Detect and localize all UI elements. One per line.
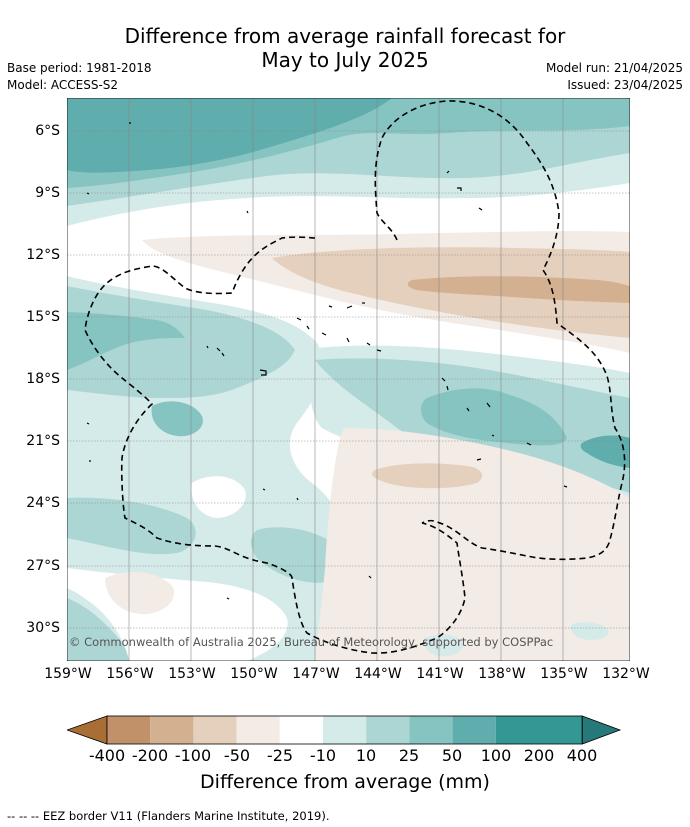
base-period: Base period: 1981-2018 <box>7 61 152 75</box>
colorbar-label: -400 <box>88 746 126 765</box>
colorbar-swatch-last <box>539 716 583 744</box>
lon-label: 156°W <box>106 666 154 682</box>
eez-footnote: -- -- -- EEZ border V11 (Flanders Marine… <box>7 809 330 823</box>
rainfall-map-svg: © Commonwealth of Australia 2025, Bureau… <box>67 98 630 661</box>
colorbar-swatch <box>409 716 453 744</box>
map-title-line1: Difference from average rainfall forecas… <box>124 24 566 48</box>
lat-label: 9°S <box>35 185 60 201</box>
lat-label: 18°S <box>26 371 60 387</box>
wet-100-region-north <box>67 98 392 173</box>
eez-border-east <box>374 100 626 561</box>
colorbar-label: -10 <box>309 746 337 765</box>
dry-100-region <box>407 276 630 303</box>
wet-25-region-west <box>67 286 295 398</box>
lon-label: 135°W <box>540 666 588 682</box>
dry-25-blob-southwest <box>105 571 175 615</box>
colorbar-svg <box>65 715 622 745</box>
lat-label: 12°S <box>26 247 60 263</box>
model-run: Model run: 21/04/2025 <box>545 61 683 75</box>
map-title-line2: May to July 2025 <box>261 48 429 72</box>
lat-label: 24°S <box>26 495 60 511</box>
colorbar-frame <box>106 715 583 745</box>
colorbar-label: -25 <box>266 746 294 765</box>
wet-100-blob-east <box>580 435 630 468</box>
colorbar-label: 50 <box>441 746 463 765</box>
dry-50-blob-southeast <box>372 463 483 489</box>
wet-50-region-east <box>421 388 567 446</box>
colorbar-label: 25 <box>398 746 420 765</box>
lon-label: 144°W <box>354 666 402 682</box>
islands <box>86 122 568 600</box>
map-gridlines <box>67 98 630 661</box>
colorbar-label: 10 <box>355 746 377 765</box>
lat-label: 21°S <box>26 433 60 449</box>
lat-label: 6°S <box>35 123 60 139</box>
colorbar-swatch <box>366 716 410 744</box>
rainfall-map: © Commonwealth of Australia 2025, Bureau… <box>67 98 630 661</box>
model-name: Model: ACCESS-S2 <box>7 78 119 92</box>
wet-50-region-west <box>67 312 185 370</box>
lon-label: 141°W <box>416 666 464 682</box>
colorbar-swatch <box>107 716 151 744</box>
wet-25-region-southwest <box>67 497 196 555</box>
issued-date: Issued: 23/04/2025 <box>567 78 683 92</box>
colorbar-label: 200 <box>523 746 555 765</box>
colorbar-label: -200 <box>131 746 169 765</box>
colorbar-swatch <box>452 716 496 744</box>
colorbar-title: Difference from average (mm) <box>200 771 490 793</box>
lat-label: 30°S <box>26 620 60 636</box>
lon-label: 159°W <box>44 666 92 682</box>
colorbar-swatch <box>495 716 539 744</box>
lat-label: 15°S <box>26 309 60 325</box>
wet-50-blob-west <box>151 401 203 437</box>
lon-label: 132°W <box>602 666 650 682</box>
colorbar <box>65 713 622 747</box>
colorbar-label: -100 <box>174 746 212 765</box>
wet-25-blob-south <box>251 527 346 583</box>
lon-label: 153°W <box>168 666 216 682</box>
lat-label: 27°S <box>26 558 60 574</box>
colorbar-swatch <box>150 716 194 744</box>
colorbar-swatch <box>236 716 280 744</box>
colorbar-label: 100 <box>480 746 512 765</box>
lon-label: 147°W <box>292 666 340 682</box>
wet-10-blob-southeast <box>570 622 609 640</box>
colorbar-swatch <box>193 716 237 744</box>
eez-border-west <box>84 236 466 654</box>
neutral-pocket-1 <box>191 476 246 518</box>
colorbar-swatch <box>323 716 367 744</box>
dry-25-region-southeast <box>315 428 630 661</box>
lon-label: 150°W <box>230 666 278 682</box>
colorbar-arrow-left <box>65 715 108 745</box>
colorbar-label: -50 <box>223 746 251 765</box>
wet-25-region-sw-corner <box>67 598 129 661</box>
colorbar-swatch <box>279 716 323 744</box>
lon-label: 138°W <box>478 666 526 682</box>
map-copyright: © Commonwealth of Australia 2025, Bureau… <box>69 635 553 649</box>
colorbar-arrow-right <box>581 715 622 745</box>
colorbar-label: 400 <box>566 746 598 765</box>
